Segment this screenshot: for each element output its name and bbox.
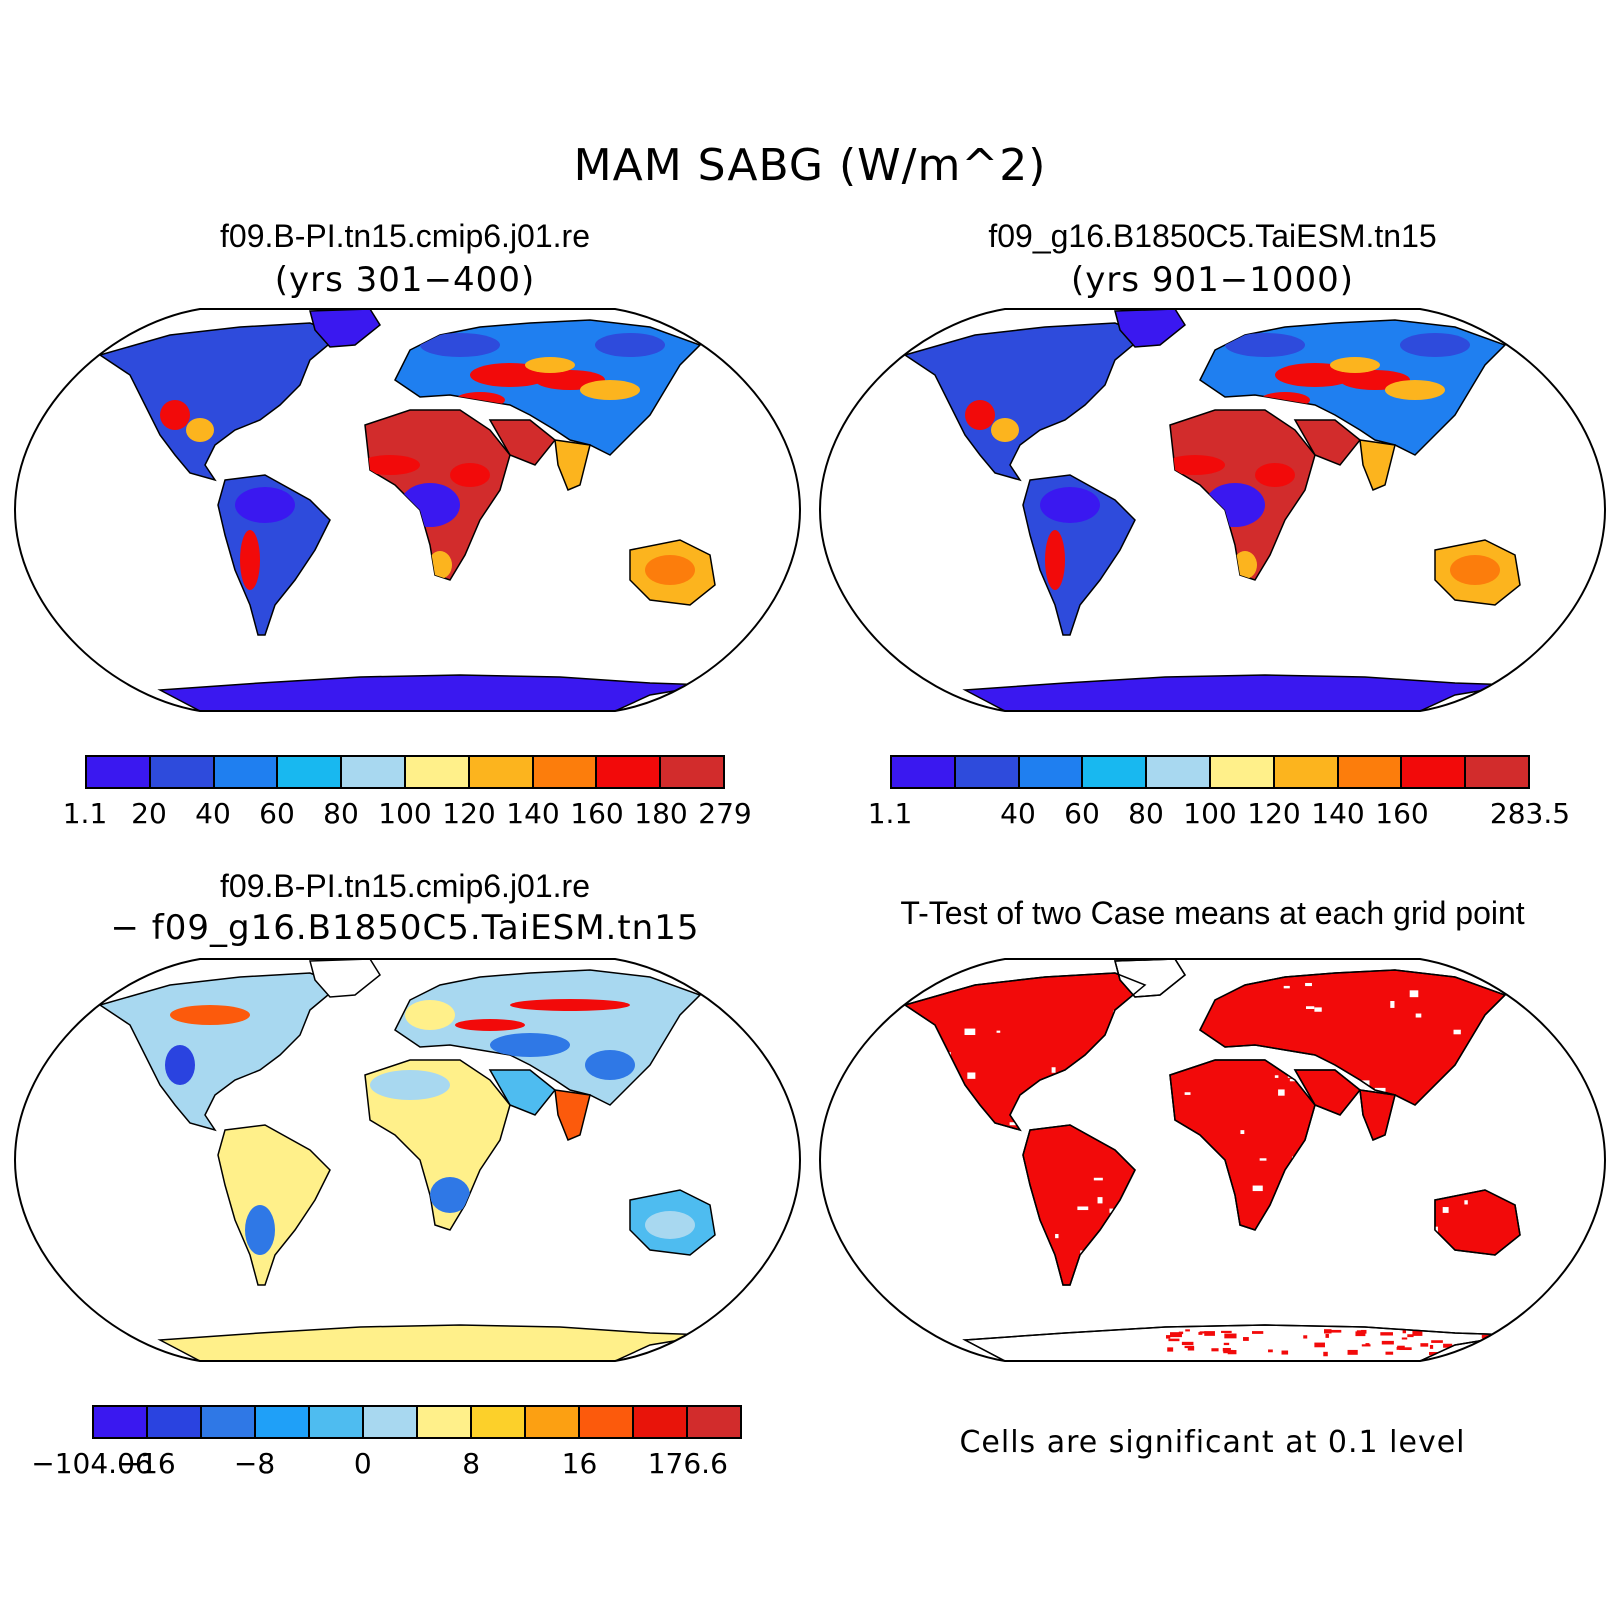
map-boundary (13, 958, 802, 1362)
colorbar-swatch (1274, 757, 1339, 787)
continent-antarctica (157, 674, 711, 711)
continent-namerica (98, 322, 342, 482)
panel-1-subtitle: (yrs 301−400) (274, 260, 536, 300)
colorbar-tick-label: 1.1 (867, 797, 913, 830)
panel-1-colorbar (85, 755, 725, 789)
colorbar-tick-label: 100 (1183, 797, 1237, 830)
colorbar-tick-label: 120 (1247, 797, 1301, 830)
continent-india (1359, 439, 1396, 491)
colorbar-swatch (1147, 757, 1211, 787)
panel-1-map (13, 308, 802, 712)
colorbar-tick-label: 180 (634, 797, 688, 830)
colorbar-swatch (634, 1407, 688, 1437)
colorbar-swatch (94, 1407, 148, 1437)
colorbar-swatch (533, 757, 598, 787)
colorbar-tick-label: 120 (442, 797, 496, 830)
colorbar-tick-label: 8 (462, 1447, 481, 1480)
colorbar-swatch (597, 757, 662, 787)
colorbar-swatch (405, 757, 470, 787)
panel-2-title: f09_g16.B1850C5.TaiESM.tn15 (988, 218, 1437, 254)
colorbar-swatch (418, 1407, 472, 1437)
panel-3-title: f09.B-PI.tn15.cmip6.j01.re (220, 868, 590, 904)
panel-3-colorbar (92, 1405, 742, 1439)
colorbar-tick-label: 0 (353, 1447, 372, 1480)
continent-antarctica (962, 674, 1516, 711)
continent-namerica (903, 322, 1147, 482)
colorbar-swatch (1402, 757, 1467, 787)
figure-title: MAM SABG (W/m^2) (573, 140, 1047, 191)
colorbar-swatch (148, 1407, 202, 1437)
colorbar-tick-label: 40 (195, 797, 231, 830)
panel-2-subtitle: (yrs 901−1000) (1070, 260, 1355, 300)
panel-1-title: f09.B-PI.tn15.cmip6.j01.re (220, 218, 590, 254)
colorbar-tick-label: 140 (506, 797, 560, 830)
colorbar-swatch (256, 1407, 310, 1437)
colorbar-tick-label: 176.6 (647, 1447, 728, 1480)
colorbar-tick-label: 80 (1128, 797, 1164, 830)
panel-3-subtitle: − f09_g16.B1850C5.TaiESM.tn15 (110, 908, 700, 948)
colorbar-swatch (1466, 757, 1528, 787)
continent-samerica (217, 1124, 331, 1286)
colorbar-swatch (87, 757, 151, 787)
colorbar-swatch (688, 1407, 740, 1437)
colorbar-swatch (342, 757, 406, 787)
map-boundary (13, 308, 802, 712)
colorbar-swatch (526, 1407, 580, 1437)
panel-2-map (818, 308, 1607, 712)
colorbar-tick-label: −8 (233, 1447, 276, 1480)
colorbar-tick-label: 100 (378, 797, 432, 830)
continent-india (554, 439, 591, 491)
colorbar-tick-label: −104.06 (31, 1447, 153, 1480)
colorbar-swatch (150, 757, 215, 787)
colorbar-swatch (892, 757, 956, 787)
colorbar-tick-label: −16 (116, 1447, 176, 1480)
colorbar-swatch (1338, 757, 1403, 787)
map-boundary (818, 308, 1607, 712)
panel-4-map (818, 958, 1607, 1362)
colorbar-tick-label: 16 (561, 1447, 598, 1480)
colorbar-tick-label: 20 (131, 797, 167, 830)
colorbar-tick-label: 40 (1000, 797, 1036, 830)
colorbar-tick-label: 283.5 (1489, 797, 1571, 830)
colorbar-tick-label: 140 (1311, 797, 1365, 830)
continent-greenland (1114, 309, 1186, 348)
continent-arabia (1293, 419, 1362, 466)
panel-4-title: T-Test of two Case means at each grid po… (900, 895, 1525, 931)
colorbar-tick-label: 60 (1064, 797, 1100, 830)
continent-greenland (309, 309, 381, 348)
map-boundary (818, 958, 1607, 1362)
colorbar-tick-label: 1.1 (62, 797, 108, 830)
colorbar-swatch (955, 757, 1020, 787)
continent-greenland (309, 959, 381, 998)
continent-namerica (98, 972, 342, 1132)
colorbar-swatch (214, 757, 279, 787)
colorbar-tick-label: 80 (323, 797, 359, 830)
continent-india (554, 1089, 591, 1141)
colorbar-swatch (1210, 757, 1275, 787)
colorbar-swatch (364, 1407, 418, 1437)
colorbar-swatch (1083, 757, 1148, 787)
significance-note: Cells are significant at 0.1 level (959, 1425, 1466, 1460)
colorbar-tick-label: 279 (698, 797, 752, 830)
colorbar-tick-label: 160 (570, 797, 624, 830)
continent-arabia (488, 419, 557, 466)
continent-arabia (488, 1069, 557, 1116)
panel-3-map (13, 958, 802, 1362)
colorbar-swatch (580, 1407, 634, 1437)
continent-antarctica (157, 1324, 711, 1361)
colorbar-swatch (472, 1407, 526, 1437)
colorbar-swatch (469, 757, 534, 787)
colorbar-tick-label: 60 (259, 797, 295, 830)
colorbar-swatch (1019, 757, 1084, 787)
colorbar-swatch (202, 1407, 256, 1437)
colorbar-swatch (310, 1407, 364, 1437)
colorbar-swatch (661, 757, 723, 787)
panel-2-colorbar (890, 755, 1530, 789)
colorbar-tick-label: 160 (1375, 797, 1429, 830)
colorbar-swatch (278, 757, 343, 787)
